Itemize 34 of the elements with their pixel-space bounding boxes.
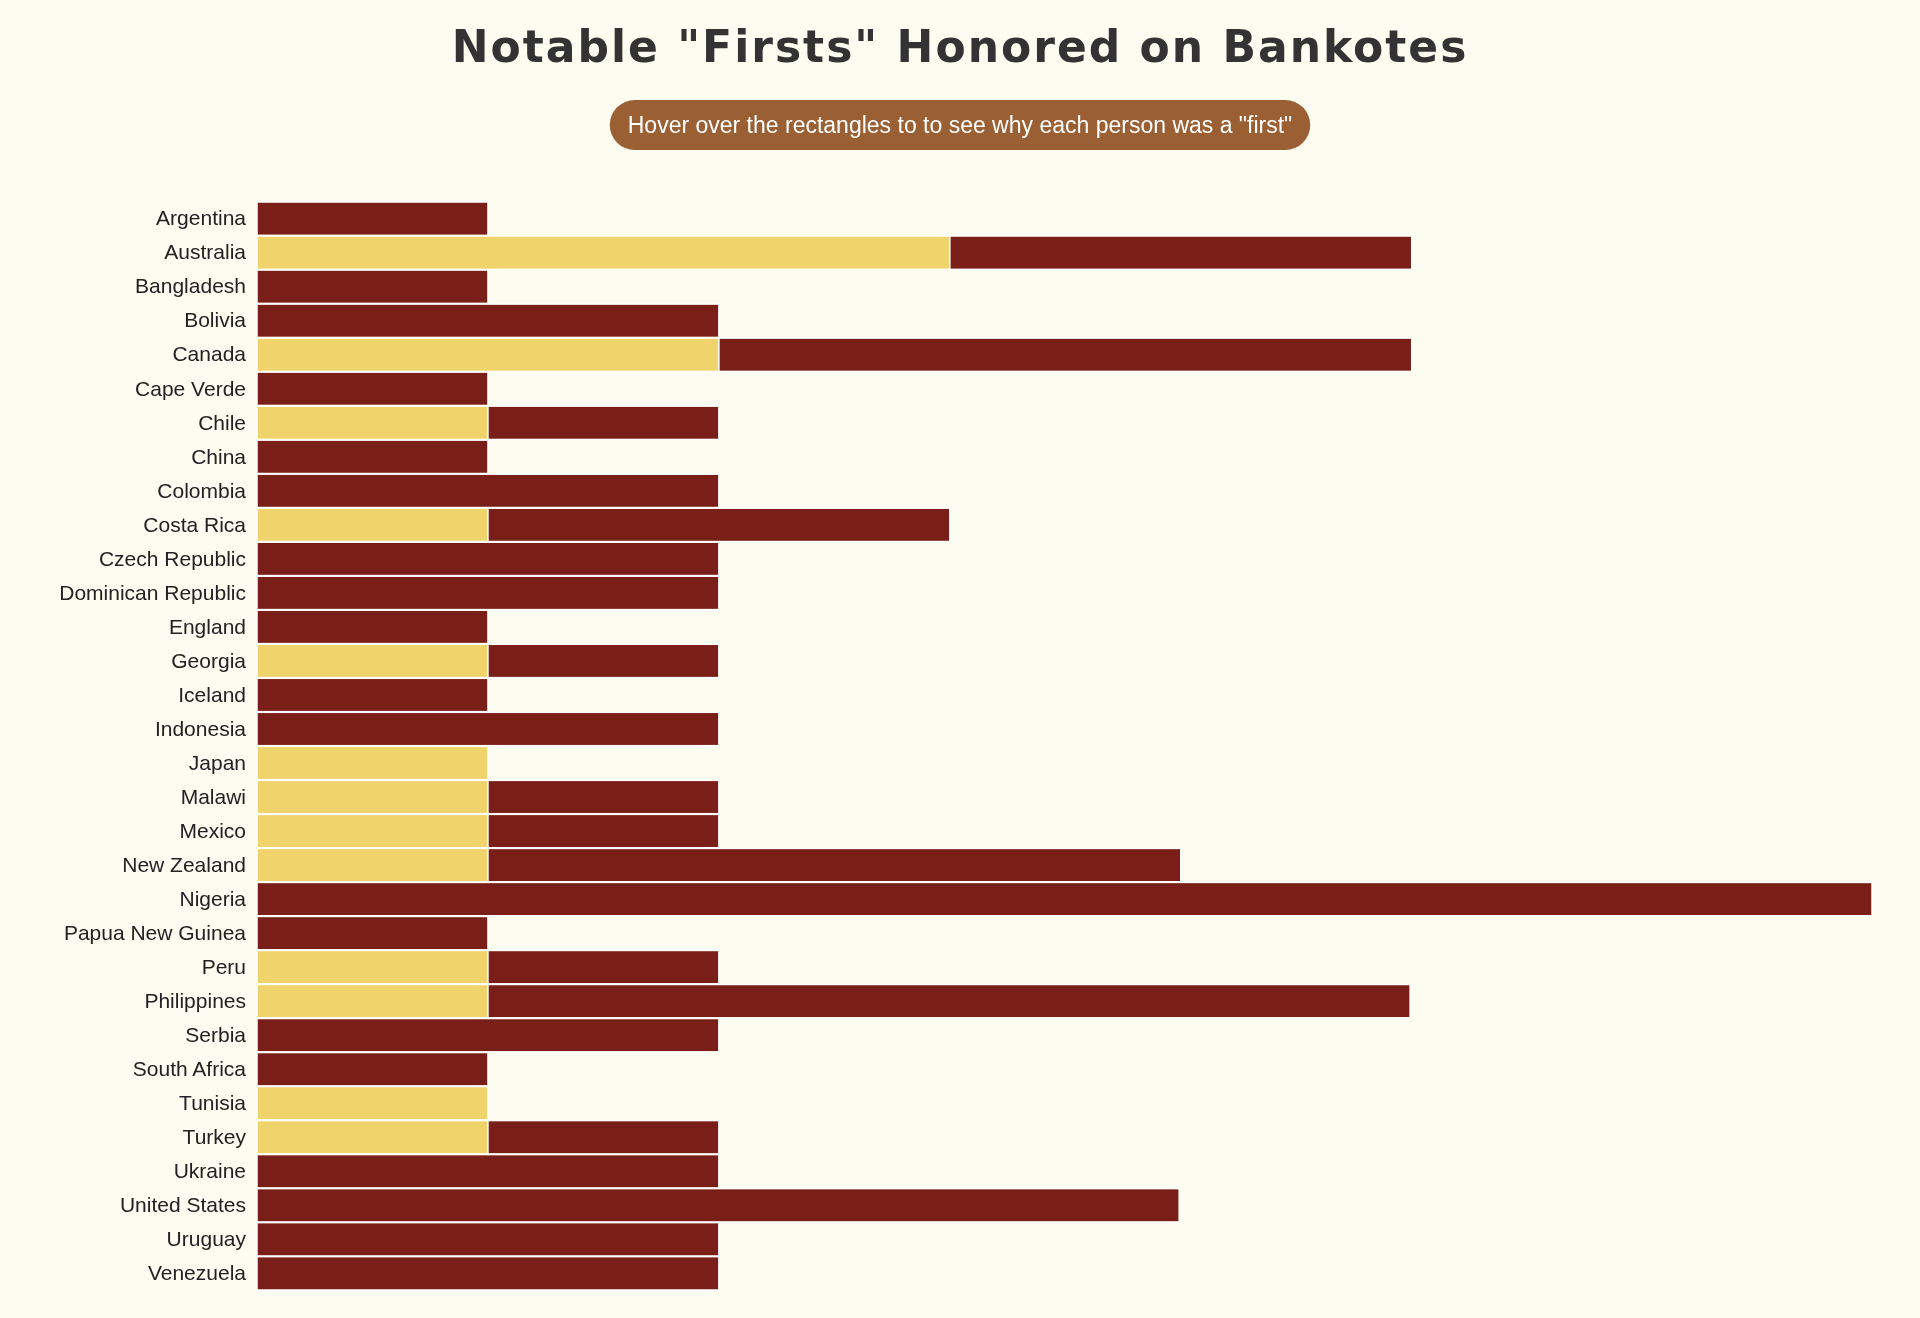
y-tick-label: England bbox=[168, 614, 246, 638]
y-tick-label: Uruguay bbox=[166, 1227, 247, 1251]
y-tick-label: Serbia bbox=[185, 1022, 247, 1046]
y-tick-label: Indonesia bbox=[154, 716, 247, 740]
y-tick-label: Turkey bbox=[182, 1124, 247, 1148]
y-tick-label: Costa Rica bbox=[143, 512, 247, 536]
y-tick-label: Dominican Republic bbox=[59, 580, 246, 604]
y-tick-label: Venezuela bbox=[147, 1261, 247, 1285]
y-tick-label: China bbox=[191, 444, 247, 468]
y-tick-label: Peru bbox=[201, 954, 246, 978]
y-tick-label: Australia bbox=[164, 240, 247, 264]
y-tick-label: Philippines bbox=[144, 988, 246, 1012]
y-tick-label: Bangladesh bbox=[135, 274, 246, 298]
y-tick-label: Ukraine bbox=[173, 1158, 246, 1182]
y-tick-label: Bolivia bbox=[184, 308, 247, 332]
y-tick-label: Nigeria bbox=[179, 886, 247, 910]
y-tick-label: Czech Republic bbox=[98, 546, 246, 570]
y-tick-label: Colombia bbox=[157, 478, 247, 502]
y-tick-label: Malawi bbox=[180, 784, 246, 808]
y-tick-label: Canada bbox=[172, 342, 247, 366]
y-tick-label: Iceland bbox=[178, 682, 246, 706]
y-tick-label: Cape Verde bbox=[135, 376, 246, 400]
y-tick-label: United States bbox=[119, 1193, 246, 1217]
y-tick-label: Chile bbox=[198, 410, 246, 434]
y-tick-label: New Zealand bbox=[122, 852, 246, 876]
y-tick-label: Papua New Guinea bbox=[63, 920, 247, 944]
chart-title: Notable "Firsts" Honored on Bankotes bbox=[451, 21, 1469, 72]
y-tick-label: Georgia bbox=[171, 648, 247, 672]
chart-subtitle: Hover over the rectangles to to see why each person was a "first" bbox=[627, 112, 1293, 138]
y-tick-label: Tunisia bbox=[179, 1090, 247, 1114]
y-tick-label: Argentina bbox=[156, 206, 247, 230]
y-tick-label: South Africa bbox=[132, 1056, 247, 1080]
y-tick-label: Mexico bbox=[179, 818, 246, 842]
y-tick-label: Japan bbox=[188, 750, 246, 774]
